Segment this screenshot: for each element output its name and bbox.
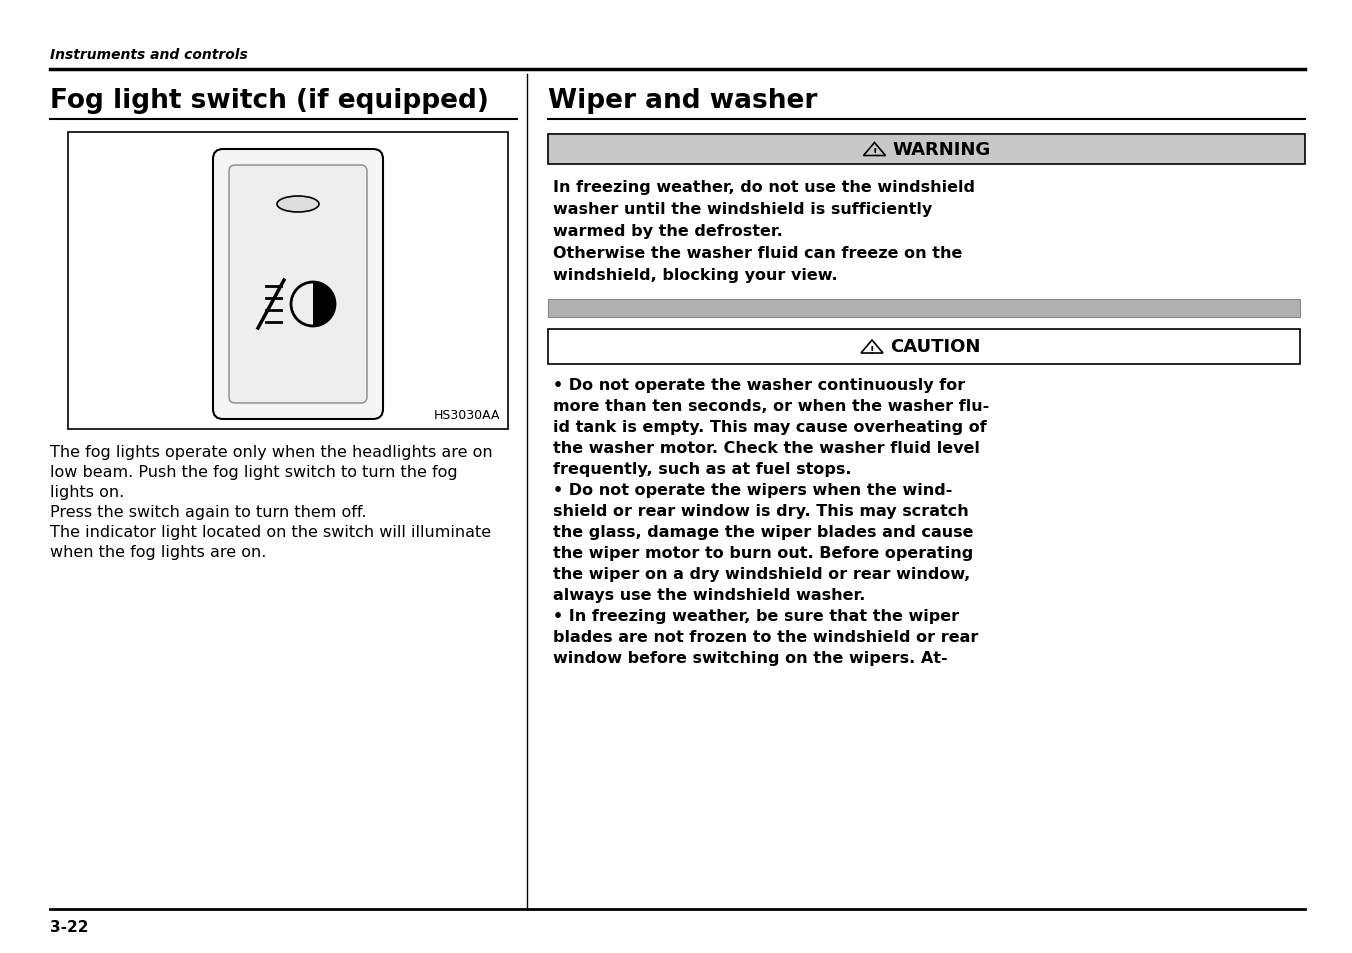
- Text: CAUTION: CAUTION: [890, 338, 980, 356]
- Text: always use the windshield washer.: always use the windshield washer.: [553, 587, 865, 602]
- Text: !: !: [869, 345, 875, 355]
- Text: blades are not frozen to the windshield or rear: blades are not frozen to the windshield …: [553, 629, 979, 644]
- Text: low beam. Push the fog light switch to turn the fog: low beam. Push the fog light switch to t…: [50, 464, 457, 479]
- Text: lights on.: lights on.: [50, 484, 124, 499]
- Text: Otherwise the washer fluid can freeze on the: Otherwise the washer fluid can freeze on…: [553, 246, 963, 261]
- Text: the glass, damage the wiper blades and cause: the glass, damage the wiper blades and c…: [553, 524, 973, 539]
- Polygon shape: [861, 340, 883, 354]
- FancyBboxPatch shape: [228, 166, 366, 403]
- Text: id tank is empty. This may cause overheating of: id tank is empty. This may cause overhea…: [553, 419, 987, 435]
- Text: • In freezing weather, be sure that the wiper: • In freezing weather, be sure that the …: [553, 608, 959, 623]
- Text: shield or rear window is dry. This may scratch: shield or rear window is dry. This may s…: [553, 503, 969, 518]
- Text: warmed by the defroster.: warmed by the defroster.: [553, 224, 783, 239]
- Ellipse shape: [277, 196, 319, 213]
- Text: Fog light switch (if equipped): Fog light switch (if equipped): [50, 88, 489, 113]
- Text: • Do not operate the wipers when the wind-: • Do not operate the wipers when the win…: [553, 482, 952, 497]
- Text: HS3030AA: HS3030AA: [434, 409, 500, 421]
- Text: windshield, blocking your view.: windshield, blocking your view.: [553, 268, 838, 283]
- Text: 3-22: 3-22: [50, 919, 88, 934]
- Text: !: !: [872, 148, 876, 158]
- Text: the washer motor. Check the washer fluid level: the washer motor. Check the washer fluid…: [553, 440, 980, 456]
- Text: the wiper motor to burn out. Before operating: the wiper motor to burn out. Before oper…: [553, 545, 973, 560]
- Text: Wiper and washer: Wiper and washer: [548, 88, 818, 113]
- Bar: [548, 299, 1301, 317]
- Text: In freezing weather, do not use the windshield: In freezing weather, do not use the wind…: [553, 180, 975, 194]
- Text: more than ten seconds, or when the washer flu-: more than ten seconds, or when the washe…: [553, 398, 990, 414]
- Text: washer until the windshield is sufficiently: washer until the windshield is sufficien…: [553, 202, 933, 216]
- Text: The indicator light located on the switch will illuminate: The indicator light located on the switc…: [50, 524, 491, 539]
- Bar: [68, 132, 508, 430]
- Text: frequently, such as at fuel stops.: frequently, such as at fuel stops.: [553, 461, 852, 476]
- FancyBboxPatch shape: [214, 150, 383, 419]
- Text: WARNING: WARNING: [892, 141, 991, 159]
- Bar: [548, 330, 1301, 365]
- Text: Press the switch again to turn them off.: Press the switch again to turn them off.: [50, 504, 366, 519]
- Bar: [548, 135, 1305, 165]
- Wedge shape: [314, 283, 335, 327]
- Text: the wiper on a dry windshield or rear window,: the wiper on a dry windshield or rear wi…: [553, 566, 971, 581]
- Text: Instruments and controls: Instruments and controls: [50, 48, 247, 62]
- Text: The fog lights operate only when the headlights are on: The fog lights operate only when the hea…: [50, 444, 492, 459]
- Text: • Do not operate the washer continuously for: • Do not operate the washer continuously…: [553, 377, 965, 393]
- Text: when the fog lights are on.: when the fog lights are on.: [50, 544, 266, 559]
- Polygon shape: [864, 143, 886, 156]
- Text: window before switching on the wipers. At-: window before switching on the wipers. A…: [553, 650, 948, 665]
